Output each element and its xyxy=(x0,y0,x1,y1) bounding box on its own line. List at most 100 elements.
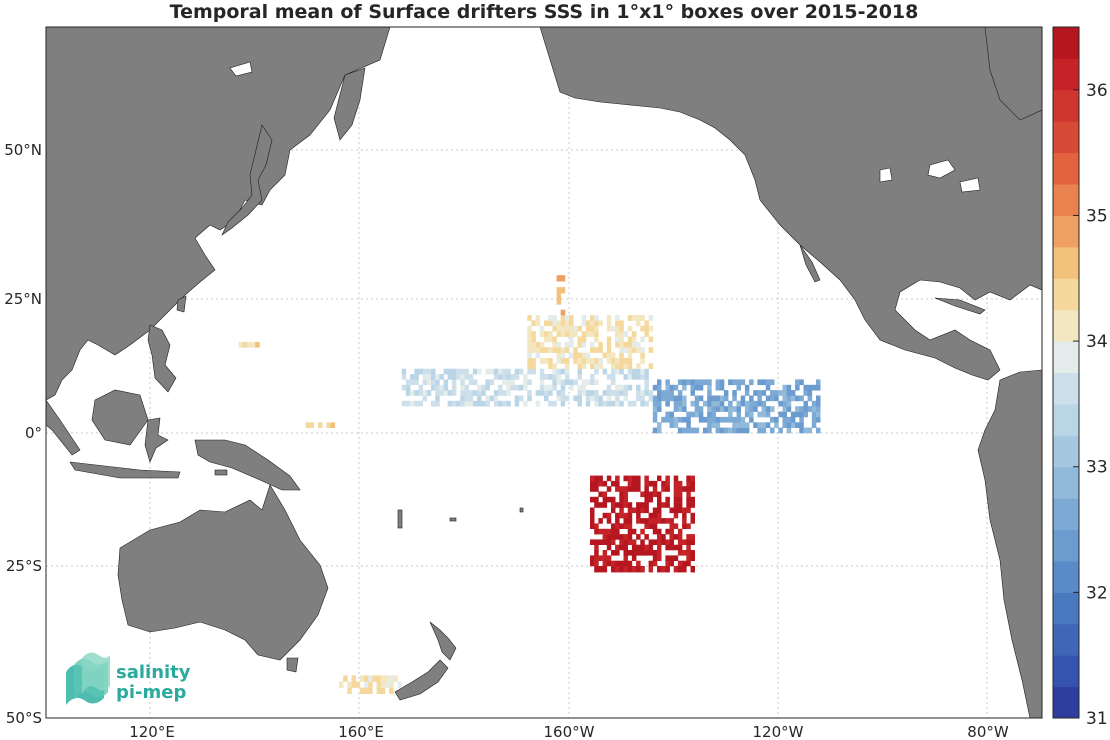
sss-cell xyxy=(644,390,649,396)
sss-cell xyxy=(644,502,649,508)
sss-cell xyxy=(590,523,595,529)
sss-cell xyxy=(401,400,407,407)
sss-cell xyxy=(736,406,741,412)
sss-cell xyxy=(611,534,616,540)
sss-cell xyxy=(665,555,670,561)
sss-cell xyxy=(657,379,662,386)
sss-cell xyxy=(460,368,465,375)
sss-cell xyxy=(510,379,515,386)
sss-cell xyxy=(585,331,591,337)
sss-cell xyxy=(606,320,612,327)
sss-cell xyxy=(648,523,654,529)
sss-cell xyxy=(765,395,771,402)
sss-cell xyxy=(477,368,482,375)
sss-cell xyxy=(451,390,457,396)
sss-cell xyxy=(590,315,595,321)
sss-cell xyxy=(435,395,440,402)
sss-cell xyxy=(602,400,608,407)
sss-cell xyxy=(661,480,666,487)
sss-cell xyxy=(644,400,649,407)
sss-cell xyxy=(703,427,708,434)
sss-cell xyxy=(590,486,595,492)
sss-cell xyxy=(431,368,436,375)
sss-cell xyxy=(548,390,553,396)
sss-cell xyxy=(682,550,687,556)
sss-cell xyxy=(636,507,641,514)
sss-cell xyxy=(661,502,666,508)
sss-cell xyxy=(732,427,737,434)
sss-cell xyxy=(657,400,662,407)
sss-cell xyxy=(636,480,641,487)
sss-cell xyxy=(615,523,620,529)
sss-cell xyxy=(665,486,670,492)
sss-cell xyxy=(665,416,670,423)
sss-cell xyxy=(686,523,691,529)
sss-cell xyxy=(811,384,817,391)
sss-cell xyxy=(594,331,599,337)
sss-cell xyxy=(251,341,256,348)
sss-cell xyxy=(527,341,532,348)
sss-cell xyxy=(682,512,687,519)
sss-cell xyxy=(531,331,536,337)
sss-cell xyxy=(548,374,553,380)
sss-cell xyxy=(615,534,620,540)
sss-cell xyxy=(401,368,407,375)
sss-cell xyxy=(694,427,700,434)
sss-cell xyxy=(611,390,616,396)
sss-cell xyxy=(527,315,532,321)
sss-cell xyxy=(728,427,733,434)
sss-cell xyxy=(636,363,641,369)
colorbar-swatch xyxy=(1053,184,1079,216)
sss-cell xyxy=(414,368,419,375)
colorbar-swatch xyxy=(1053,89,1079,122)
sss-cell xyxy=(765,379,771,386)
sss-cell xyxy=(744,422,750,428)
sss-cell xyxy=(636,368,641,375)
sss-cell xyxy=(657,566,662,573)
sss-cell xyxy=(636,341,641,348)
sss-cell xyxy=(719,395,725,402)
sss-cell xyxy=(389,675,394,682)
sss-cell xyxy=(573,379,578,386)
sss-cell xyxy=(665,379,670,386)
sss-cell xyxy=(569,331,574,337)
sss-cell xyxy=(602,496,608,503)
sss-cell xyxy=(527,363,532,369)
sss-cell xyxy=(786,395,792,402)
sss-cell xyxy=(707,411,712,418)
sss-cell xyxy=(598,518,603,524)
sss-cell xyxy=(648,496,654,503)
sss-cell xyxy=(577,390,582,396)
sss-cell xyxy=(732,395,737,402)
sss-cell xyxy=(648,325,654,332)
sss-cell xyxy=(590,347,595,353)
sss-cell xyxy=(686,486,691,492)
sss-cell xyxy=(594,358,599,364)
australia xyxy=(117,484,329,661)
sss-cell xyxy=(682,400,687,407)
sss-cell xyxy=(619,512,624,519)
sss-cell xyxy=(811,400,817,407)
sss-cell xyxy=(590,390,595,396)
sss-cell xyxy=(477,384,482,391)
sss-cell xyxy=(481,400,486,407)
tasmania xyxy=(286,657,299,673)
sss-cell xyxy=(564,320,570,327)
sss-cell xyxy=(594,544,599,551)
sss-cell xyxy=(657,550,662,556)
sss-cell xyxy=(577,395,582,402)
sss-cell xyxy=(728,406,733,412)
sss-cell xyxy=(506,374,511,380)
sss-cell xyxy=(782,416,787,423)
sss-cell xyxy=(426,390,432,396)
sss-cell xyxy=(594,363,599,369)
sss-cell xyxy=(451,400,457,407)
sss-cell xyxy=(631,315,637,321)
sss-cell xyxy=(732,390,737,396)
sss-cell xyxy=(435,379,440,386)
sss-cell xyxy=(556,374,562,380)
sss-cell xyxy=(636,320,641,327)
sss-cell xyxy=(548,363,553,369)
sss-cell xyxy=(573,325,578,332)
sss-cell xyxy=(640,539,645,545)
